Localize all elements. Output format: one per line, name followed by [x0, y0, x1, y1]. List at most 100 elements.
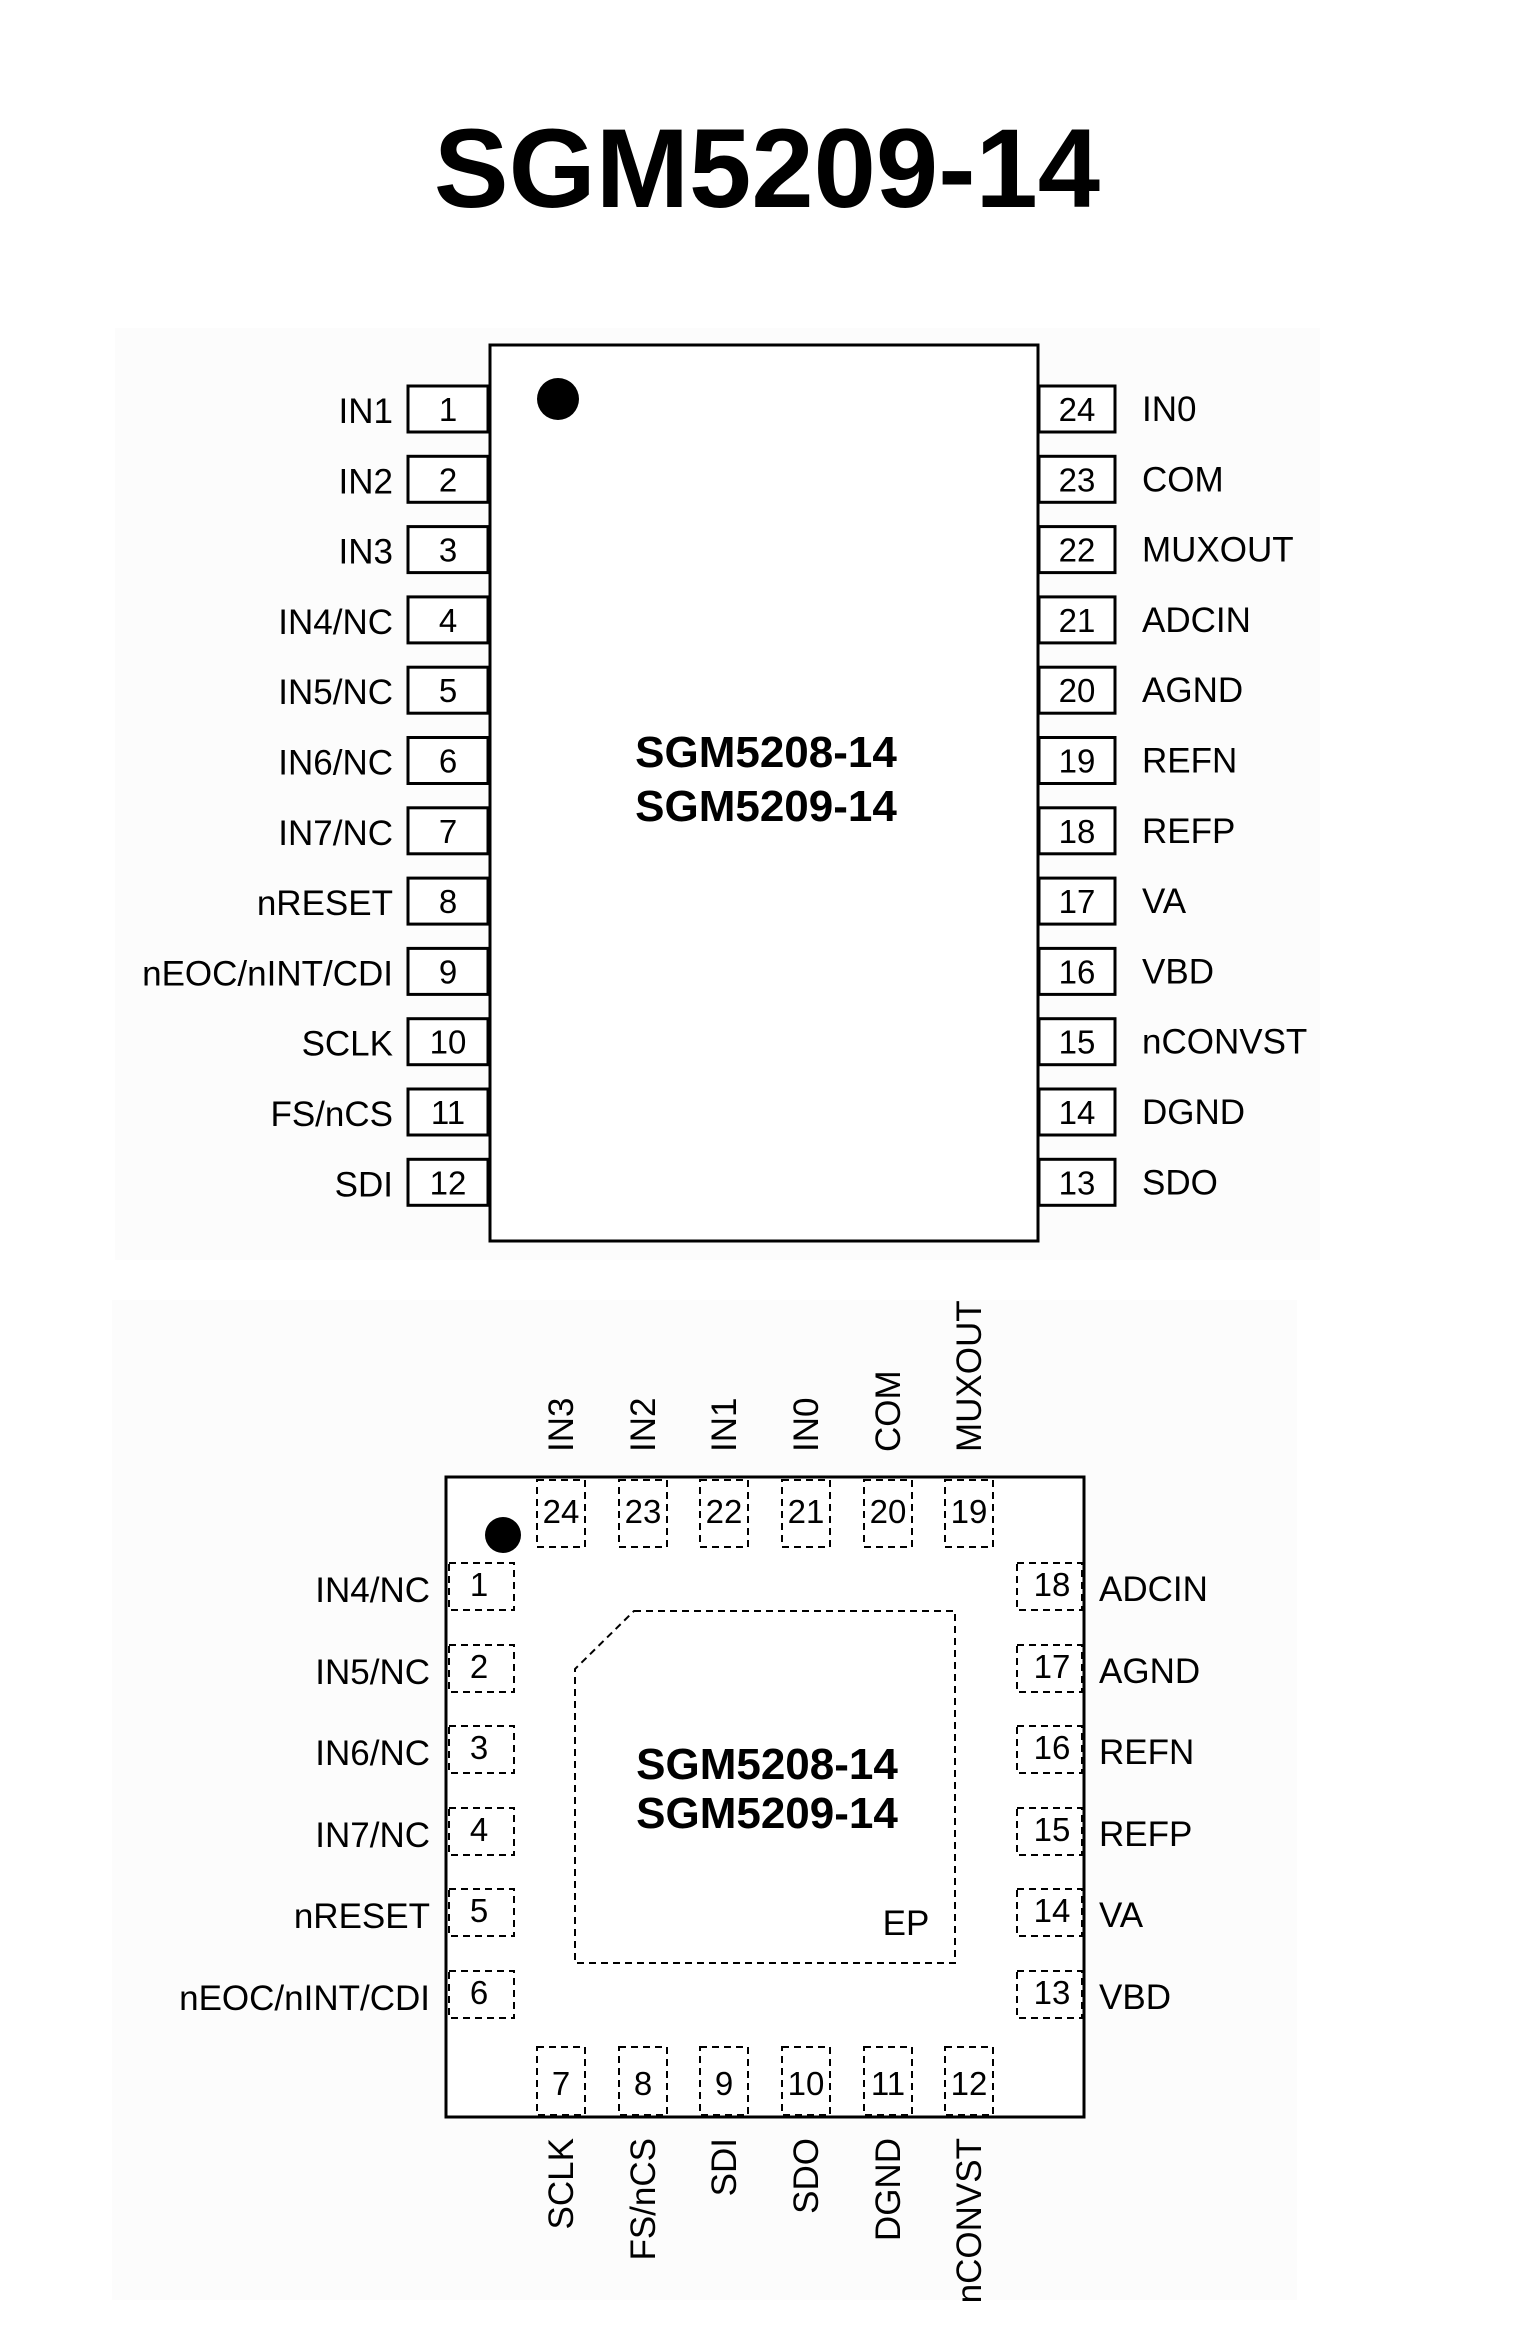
pin-name: MUXOUT	[1142, 531, 1294, 570]
pin-pad	[406, 806, 490, 856]
pin-pad	[1016, 1888, 1083, 1937]
pin-pad	[1037, 806, 1117, 856]
pin-pad	[699, 1479, 749, 1548]
pin-pad	[1037, 665, 1117, 715]
pin-pad	[944, 1479, 994, 1548]
pin-name: DGND	[1142, 1093, 1245, 1132]
pin-name: IN7/NC	[278, 814, 393, 853]
pin-pad	[1016, 1725, 1083, 1774]
pin-pad	[1037, 1087, 1117, 1137]
pin-17: 17 VA	[1037, 876, 1187, 926]
pin-20: 20 AGND	[1037, 665, 1243, 715]
pin-name: REFN	[1142, 742, 1237, 781]
pin-number: 20	[1059, 672, 1096, 709]
pin-5: 5 nRESET	[294, 1888, 515, 1937]
exposed-pad-outline	[574, 1610, 956, 1964]
pin-name: ADCIN	[1099, 1570, 1208, 1609]
pin-8: 8 nRESET	[257, 876, 490, 926]
pin-name: MUXOUT	[950, 1300, 989, 1452]
pin-23: 23 IN2	[618, 1398, 668, 1548]
pin-name: VA	[1142, 882, 1187, 921]
pin-number: 19	[1059, 743, 1096, 780]
pin-16: 16 REFN	[1016, 1725, 1194, 1774]
pin-14: 14 VA	[1016, 1888, 1144, 1937]
pin-name: IN0	[1142, 390, 1196, 429]
pin-number: 2	[439, 461, 457, 498]
pin-22: 22 MUXOUT	[1037, 525, 1294, 575]
package-b-body	[444, 1475, 1086, 2119]
pin-22: 22 IN1	[699, 1398, 749, 1548]
pin-name: IN2	[339, 462, 393, 501]
exposed-pad-label: EP	[883, 1904, 930, 1943]
pin1-marker-dot	[537, 378, 579, 420]
pin-name: IN0	[787, 1398, 826, 1452]
package-a-part-name-1: SGM5208-14	[635, 728, 897, 777]
pin-name: nCONVST	[950, 2138, 989, 2303]
pin-pad	[406, 665, 490, 715]
pin-21: 21 IN0	[781, 1398, 831, 1548]
pin-18: 18 ADCIN	[1016, 1562, 1208, 1611]
pin-20: 20 COM	[863, 1370, 913, 1548]
pin-pad	[406, 1087, 490, 1137]
pin-19: 19 REFN	[1037, 736, 1237, 785]
pin-pad	[448, 1562, 515, 1611]
pin-pad	[1037, 1017, 1117, 1067]
pin-2: 2 IN5/NC	[315, 1644, 515, 1693]
pin-number: 6	[439, 743, 457, 780]
pin-19: 19 MUXOUT	[944, 1300, 994, 1548]
pin-name: VBD	[1142, 952, 1214, 991]
pin-9: 9 nEOC/nINT/CDI	[142, 946, 490, 996]
pin-pad	[406, 525, 490, 575]
pin-3: 3 IN6/NC	[315, 1725, 515, 1774]
pin-number: 14	[1034, 1892, 1071, 1929]
pin-number: 15	[1034, 1811, 1071, 1848]
pin-pad	[1016, 1644, 1083, 1693]
pin-pad	[699, 2046, 749, 2116]
pin-number: 6	[470, 1974, 488, 2011]
pin-6: 6 IN6/NC	[278, 736, 490, 785]
pin-pad	[406, 384, 490, 434]
pin-number: 11	[431, 1094, 465, 1131]
pin-pad	[1037, 876, 1117, 926]
pin-name: REFN	[1099, 1733, 1194, 1772]
pin-name: SCLK	[302, 1025, 393, 1064]
pin-10: 10 SCLK	[302, 1017, 490, 1067]
pin-name: AGND	[1142, 671, 1243, 710]
pin-pad	[781, 2046, 831, 2116]
pin-pad	[1016, 1807, 1083, 1856]
pin-number: 13	[1059, 1164, 1096, 1201]
pin-number: 15	[1059, 1024, 1096, 1061]
pin-pad	[863, 1479, 913, 1548]
pin-4: 4 IN4/NC	[278, 595, 490, 645]
pin-number: 12	[951, 2065, 988, 2102]
pin-number: 24	[543, 1493, 580, 1530]
pin-7: 7 SCLK	[536, 2046, 586, 2229]
pin-24: 24 IN3	[536, 1398, 586, 1548]
pin-pad	[406, 736, 490, 785]
pin-name: DGND	[869, 2138, 908, 2241]
pin-name: SCLK	[542, 2138, 581, 2229]
pin-name: IN3	[542, 1398, 581, 1452]
pin-pad	[1037, 525, 1117, 575]
package-a-body	[488, 343, 1040, 1243]
pin-name: nEOC/nINT/CDI	[142, 954, 393, 993]
pin-16: 16 VBD	[1037, 946, 1214, 996]
pin-number: 16	[1059, 953, 1096, 990]
pin-number: 8	[634, 2065, 652, 2102]
pin-pad	[448, 1807, 515, 1856]
pin-number: 23	[625, 1493, 662, 1530]
pin-pad	[406, 595, 490, 645]
pin-number: 14	[1059, 1094, 1096, 1131]
pin-name: REFP	[1099, 1815, 1192, 1854]
pin-pad	[406, 1017, 490, 1067]
pin-name: VA	[1099, 1896, 1144, 1935]
pin-name: ADCIN	[1142, 601, 1251, 640]
pin-number: 4	[470, 1811, 488, 1848]
pin-23: 23 COM	[1037, 454, 1224, 504]
pin-number: 7	[439, 813, 457, 850]
pin-name: COM	[1142, 460, 1224, 499]
pin-name: SDI	[335, 1165, 393, 1204]
pin-name: IN4/NC	[315, 1571, 430, 1610]
package-a-part-name-2: SGM5209-14	[635, 782, 897, 831]
